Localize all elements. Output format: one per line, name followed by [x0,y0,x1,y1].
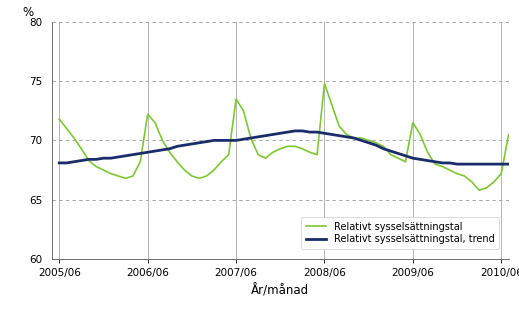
Relativt sysselsättningstal, trend [145,150,151,154]
Relativt sysselsättningstal [476,188,482,192]
Relativt sysselsättningstal [93,165,99,168]
Legend: Relativt sysselsättningstal, Relativt sysselsättningstal, trend: Relativt sysselsättningstal, Relativt sy… [302,217,499,249]
Relativt sysselsättningstal [56,117,62,121]
Relativt sysselsättningstal [174,160,180,163]
Relativt sysselsättningstal [336,124,343,128]
Relativt sysselsättningstal [454,172,460,175]
Relativt sysselsättningstal [145,112,151,116]
Relativt sysselsättningstal, trend [56,161,62,165]
Relativt sysselsättningstal, trend [461,162,468,166]
Line: Relativt sysselsättningstal: Relativt sysselsättningstal [59,84,509,190]
Relativt sysselsättningstal, trend [292,129,298,133]
Text: %: % [22,7,33,19]
Relativt sysselsättningstal [321,82,327,85]
X-axis label: År/månad: År/månad [251,284,309,297]
Relativt sysselsättningstal, trend [93,158,99,161]
Line: Relativt sysselsättningstal, trend: Relativt sysselsättningstal, trend [59,131,509,164]
Relativt sysselsättningstal, trend [506,162,512,166]
Relativt sysselsättningstal, trend [277,131,283,135]
Relativt sysselsättningstal, trend [454,162,460,166]
Relativt sysselsättningstal, trend [336,134,343,138]
Relativt sysselsättningstal, trend [174,144,180,148]
Relativt sysselsättningstal [277,147,283,151]
Relativt sysselsättningstal [506,133,512,136]
